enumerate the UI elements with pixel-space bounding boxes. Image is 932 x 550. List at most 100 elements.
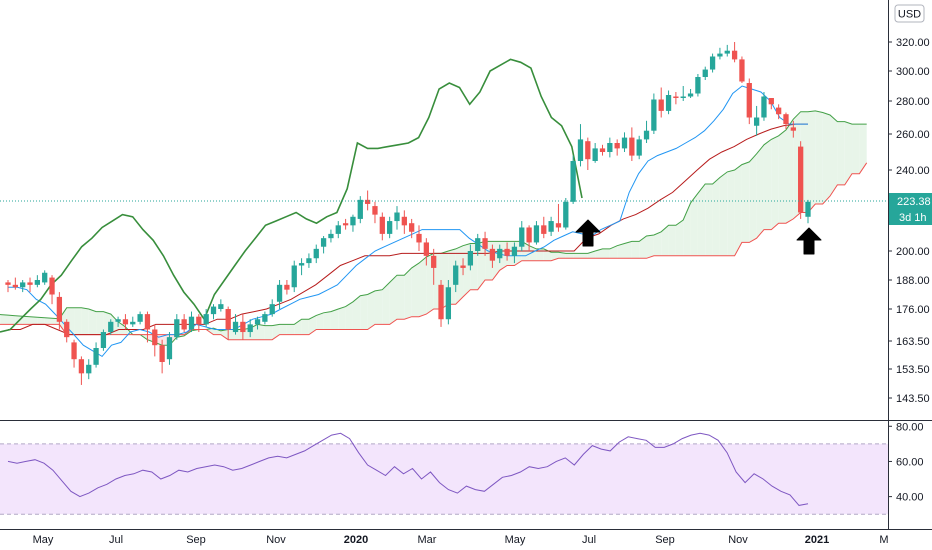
candle-body xyxy=(166,337,173,360)
candle-body xyxy=(284,284,290,290)
candle-body xyxy=(526,227,532,243)
candle-body xyxy=(144,314,151,330)
candle-body xyxy=(379,216,385,234)
candle-body xyxy=(533,225,540,243)
cloud-segment xyxy=(367,290,375,330)
candle-body xyxy=(519,227,525,247)
candle-body xyxy=(262,314,268,322)
candle-body xyxy=(636,139,642,156)
rsi-line xyxy=(7,432,809,506)
cloud-segment xyxy=(580,253,588,259)
y-tick-label: 260.00 xyxy=(896,129,930,141)
candle-body xyxy=(607,143,613,152)
cloud-segment xyxy=(771,135,779,230)
cloud-segment xyxy=(492,241,500,280)
candle-body xyxy=(196,316,202,325)
cloud-segment xyxy=(529,245,537,261)
cloud-segment xyxy=(668,225,676,256)
up-arrow-icon xyxy=(796,227,822,255)
x-tick-label: Sep xyxy=(186,534,206,546)
candle-body xyxy=(372,206,378,215)
cloud-segment xyxy=(74,307,82,335)
cloud-segment xyxy=(279,324,287,335)
candle-body xyxy=(34,280,40,285)
cloud-segment xyxy=(602,248,610,259)
candle-body xyxy=(497,248,503,259)
cloud-segment xyxy=(785,119,794,224)
cloud-segment xyxy=(712,177,720,256)
candle-body xyxy=(71,342,77,360)
candle-body xyxy=(350,216,356,226)
candle-body xyxy=(218,304,224,309)
candle-body xyxy=(394,212,400,222)
rsi-pane xyxy=(0,420,932,515)
x-tick-label: Jul xyxy=(582,534,596,546)
candle-body xyxy=(188,316,195,330)
cloud-segment xyxy=(573,253,581,259)
cloud-segment xyxy=(719,171,728,256)
cloud-segment xyxy=(844,121,853,185)
currency-badge[interactable]: USD xyxy=(894,4,925,23)
candle-body xyxy=(159,345,165,362)
cloud-segment xyxy=(8,315,16,325)
candle-body xyxy=(445,287,452,320)
cloud-segment xyxy=(345,301,353,330)
candle-body xyxy=(460,265,466,268)
cloud-segment xyxy=(257,324,265,340)
candle-body xyxy=(108,321,114,333)
candle-body xyxy=(174,319,180,338)
cloud-segment xyxy=(631,241,640,259)
candle-body xyxy=(761,96,767,118)
cloud-segment xyxy=(830,115,838,197)
candle-body xyxy=(27,282,33,285)
cloud-segment xyxy=(352,295,361,330)
candle-body xyxy=(86,364,92,374)
candle-body xyxy=(599,148,606,152)
cloud-segment xyxy=(389,275,397,325)
cloud-segment xyxy=(22,316,31,325)
ichimoku-lines xyxy=(0,58,808,358)
currency-badge-label: USD xyxy=(898,9,921,21)
candle-body xyxy=(753,117,760,126)
x-tick-label: M xyxy=(879,534,888,546)
candle-body xyxy=(717,53,723,57)
annotations xyxy=(0,200,888,255)
cloud-segment xyxy=(338,306,346,330)
candle-body xyxy=(563,201,569,228)
candle-body xyxy=(269,304,275,315)
candle-body xyxy=(665,95,672,111)
candle-body xyxy=(555,223,562,228)
candle-body xyxy=(401,216,407,226)
cloud-segment xyxy=(286,324,295,335)
candle-body xyxy=(203,314,209,325)
cloud-segment xyxy=(44,317,53,325)
candle-body xyxy=(438,284,444,320)
candle-body xyxy=(12,284,18,288)
cloud-segment xyxy=(404,267,412,320)
candle-body xyxy=(475,238,481,251)
y-tick-label: 300.00 xyxy=(896,66,930,78)
cloud-segment xyxy=(617,243,625,259)
candle-body xyxy=(225,309,231,330)
candle-body xyxy=(680,96,686,98)
cloud-segment xyxy=(609,245,618,259)
candle-body xyxy=(504,248,510,256)
y-tick-label: 163.50 xyxy=(896,336,930,348)
cloud-segment xyxy=(822,112,831,204)
candle-body xyxy=(240,321,246,333)
cloud-segment xyxy=(382,282,390,325)
candle-body xyxy=(357,199,363,219)
candle-body xyxy=(320,238,327,247)
cloud-segment xyxy=(646,234,654,259)
candle-body xyxy=(291,265,297,288)
candle-body xyxy=(541,225,547,234)
cloud-segment xyxy=(396,275,405,320)
cloud-segment xyxy=(727,170,735,256)
y-tick-label: 320.00 xyxy=(896,37,930,49)
candle-body xyxy=(731,50,738,60)
candle-body xyxy=(152,329,158,346)
candle-body xyxy=(798,146,804,213)
cloud-segment xyxy=(859,124,867,174)
